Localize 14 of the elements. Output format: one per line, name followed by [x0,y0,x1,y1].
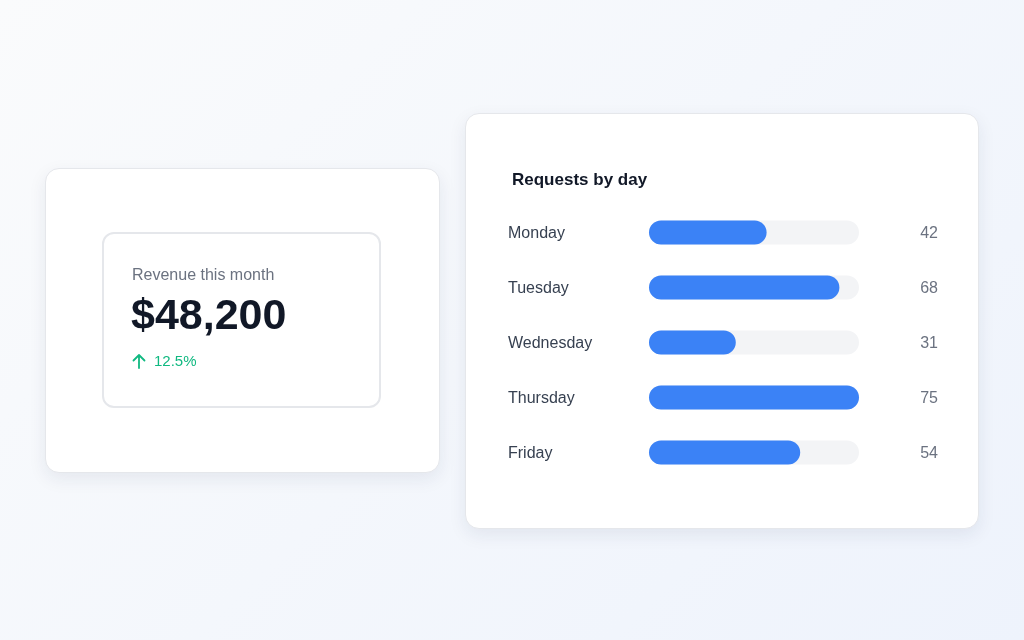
chart-title: Requests by day [512,170,648,189]
text: 12.5% [154,352,197,369]
data-label: 75 [920,389,939,406]
y-tick-label: Wednesday [508,334,593,351]
y-tick-label: Friday [508,444,553,461]
y-tick-label: Monday [508,224,565,241]
y-tick-label: Thursday [508,389,575,406]
text: $48,200 [131,290,287,339]
data-label: 42 [920,224,939,241]
data-label: 31 [920,334,939,351]
data-label: 68 [920,279,939,296]
data-label: 54 [920,444,939,461]
y-tick-label: Tuesday [508,279,569,296]
text: Revenue this month [132,266,275,284]
